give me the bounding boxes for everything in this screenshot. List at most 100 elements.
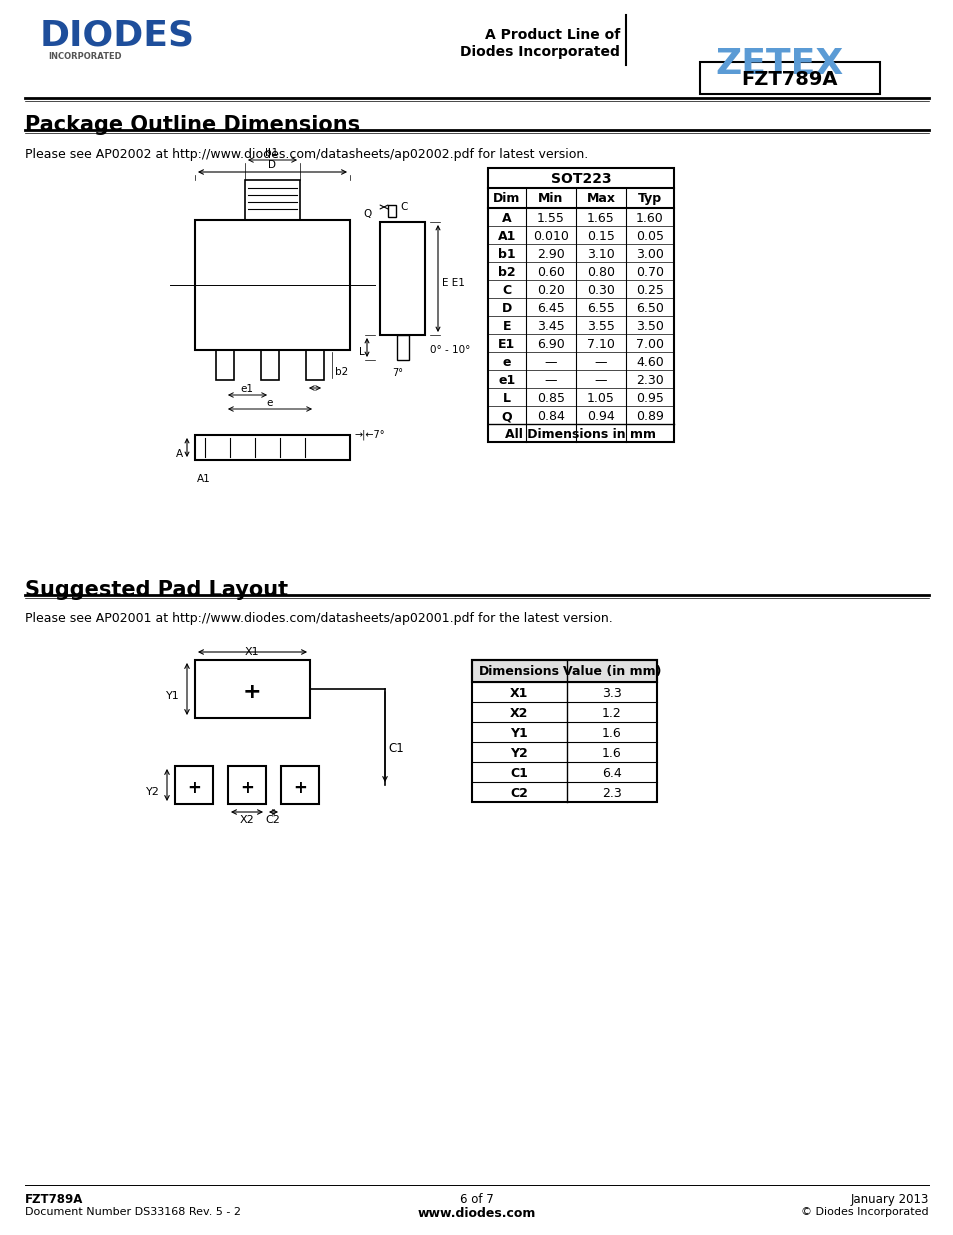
Text: 2.30: 2.30 [636,374,663,387]
Text: 6.4: 6.4 [601,767,621,781]
Text: 0° - 10°: 0° - 10° [430,345,470,354]
Text: Y1: Y1 [510,727,527,740]
Text: 6.90: 6.90 [537,338,564,351]
Bar [194,659,310,718]
Bar [472,659,657,802]
Text: 2.90: 2.90 [537,248,564,261]
Text: e1: e1 [497,374,515,387]
Text: 3.50: 3.50 [636,320,663,333]
Text: Y2: Y2 [146,787,160,797]
Text: —: — [594,356,607,369]
Text: 1.55: 1.55 [537,212,564,225]
Text: All Dimensions in mm: All Dimensions in mm [505,429,656,441]
Text: L: L [359,347,365,357]
Bar [174,766,213,804]
Text: b2: b2 [335,367,348,377]
Text: 7.00: 7.00 [636,338,663,351]
Text: 1.65: 1.65 [586,212,615,225]
Text: Dim: Dim [493,191,520,205]
Text: Y2: Y2 [510,747,527,760]
Text: 0.60: 0.60 [537,266,564,279]
Text: 6.45: 6.45 [537,303,564,315]
Text: 0.20: 0.20 [537,284,564,296]
Bar [194,220,350,350]
Text: +: + [293,779,307,797]
Text: 4.60: 4.60 [636,356,663,369]
Bar [700,62,879,94]
Text: 0.85: 0.85 [537,391,564,405]
Text: Q: Q [363,209,372,219]
Text: 3.10: 3.10 [586,248,615,261]
Text: D: D [501,303,512,315]
Text: L: L [502,391,511,405]
Text: C2: C2 [510,787,527,800]
Bar [194,435,350,459]
Text: © Diodes Incorporated: © Diodes Incorporated [801,1207,928,1216]
Text: +: + [187,779,201,797]
Text: C: C [502,284,511,296]
Text: 6 of 7: 6 of 7 [459,1193,494,1207]
Text: SOT223: SOT223 [550,172,611,186]
Text: www.diodes.com: www.diodes.com [417,1207,536,1220]
Text: 0.70: 0.70 [636,266,663,279]
Text: 0.010: 0.010 [533,230,568,243]
Text: ZETEX: ZETEX [715,47,843,82]
Text: Y1: Y1 [166,692,180,701]
Text: +: + [242,682,261,701]
Text: A Product Line of: A Product Line of [484,28,619,42]
Text: X2: X2 [239,815,254,825]
Bar [388,205,395,217]
Text: Dimensions: Dimensions [478,664,558,678]
Bar [472,659,657,682]
Text: 0.15: 0.15 [586,230,615,243]
Text: E: E [502,320,511,333]
Text: 7°: 7° [392,368,402,378]
Text: A1: A1 [497,230,516,243]
Text: 0.05: 0.05 [636,230,663,243]
Text: 7.10: 7.10 [586,338,615,351]
Text: E1: E1 [497,338,515,351]
Text: b1: b1 [497,248,516,261]
Text: 6.55: 6.55 [586,303,615,315]
Bar [396,335,409,359]
Text: X2: X2 [509,706,528,720]
Text: 0.89: 0.89 [636,410,663,424]
Text: Suggested Pad Layout: Suggested Pad Layout [25,580,288,600]
Text: e1: e1 [240,384,253,394]
Text: C1: C1 [388,742,403,755]
Text: +: + [240,779,253,797]
Text: 0.25: 0.25 [636,284,663,296]
Text: FZT789A: FZT789A [741,70,838,89]
Bar [215,350,233,380]
Text: Value (in mm): Value (in mm) [562,664,660,678]
Bar [281,766,318,804]
Text: 6.50: 6.50 [636,303,663,315]
Bar [488,168,673,442]
Text: INCORPORATED: INCORPORATED [48,52,121,61]
Text: Max: Max [586,191,615,205]
Text: 0.94: 0.94 [586,410,615,424]
Text: Please see AP02002 at http://www.diodes.com/datasheets/ap02002.pdf for latest ve: Please see AP02002 at http://www.diodes.… [25,148,588,161]
Text: b2: b2 [497,266,516,279]
Bar [245,180,299,220]
Text: Typ: Typ [638,191,661,205]
Text: 2.3: 2.3 [601,787,621,800]
Text: A1: A1 [196,474,211,484]
Text: e: e [267,398,273,408]
Bar [261,350,278,380]
Text: 1.2: 1.2 [601,706,621,720]
Text: 1.6: 1.6 [601,747,621,760]
Text: —: — [544,374,557,387]
Bar [228,766,266,804]
Text: 0.84: 0.84 [537,410,564,424]
Text: A: A [175,450,183,459]
Text: 0.80: 0.80 [586,266,615,279]
Text: b1: b1 [265,148,278,158]
Bar [306,350,324,380]
Text: FZT789A: FZT789A [25,1193,83,1207]
Text: C: C [399,203,407,212]
Text: 1.05: 1.05 [586,391,615,405]
Text: →|←7°: →|←7° [355,430,385,441]
Text: 3.45: 3.45 [537,320,564,333]
Text: —: — [594,374,607,387]
